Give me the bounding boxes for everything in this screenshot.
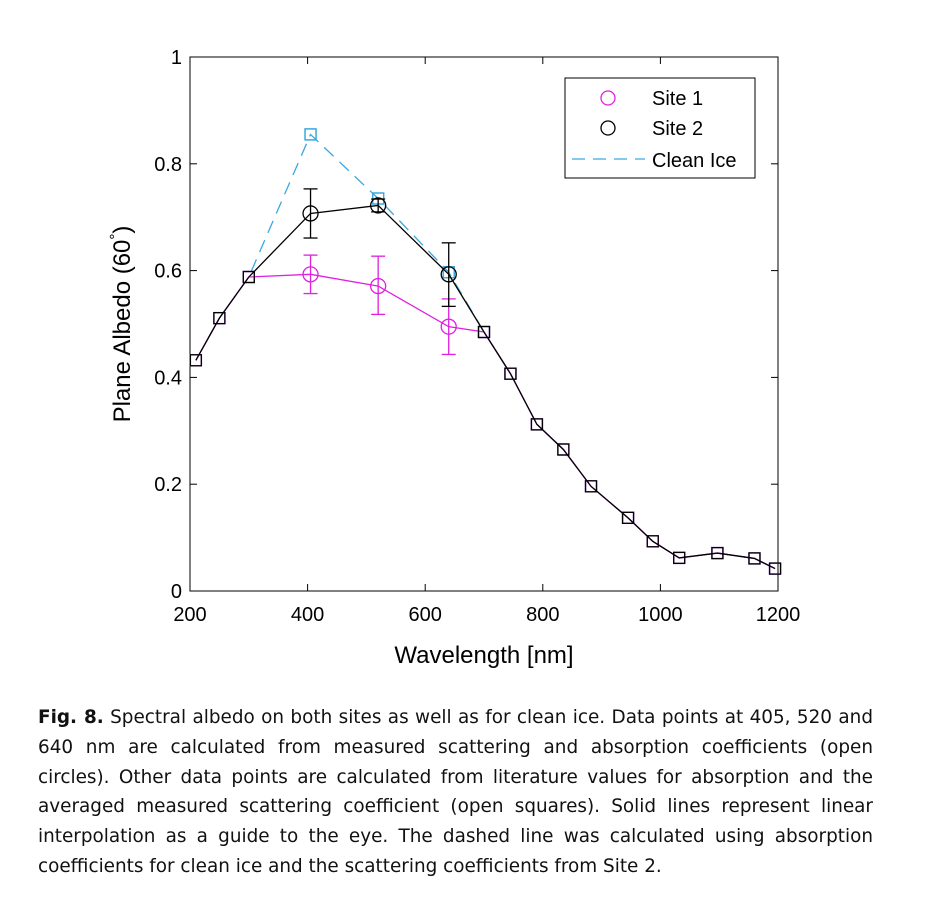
circle-marker xyxy=(440,266,457,283)
y-axis-label: Plane Albedo (60°) xyxy=(107,226,136,423)
y-tick-label: 0 xyxy=(171,581,182,603)
series-layer xyxy=(189,128,782,575)
x-tick-label: 800 xyxy=(526,604,559,626)
x-tick-label: 400 xyxy=(291,604,324,626)
circle-marker xyxy=(440,318,457,335)
x-tick-label: 200 xyxy=(173,604,206,626)
y-tick-label: 0.6 xyxy=(154,261,182,283)
y-tick-label: 0.8 xyxy=(154,154,182,176)
square-marker xyxy=(504,367,517,380)
legend-box xyxy=(564,77,756,179)
square-marker xyxy=(673,551,686,565)
legend-marker-site-2 xyxy=(600,120,616,136)
square-marker xyxy=(213,311,226,325)
caption-label: Fig. 8. xyxy=(38,707,104,728)
y-axis: 0 0.2 0.4 0.6 0.8 1 xyxy=(154,47,778,603)
square-marker xyxy=(748,552,761,565)
square-marker xyxy=(768,562,782,575)
square-marker xyxy=(530,418,544,431)
y-tick-label: 1 xyxy=(171,47,182,69)
square-marker xyxy=(711,546,724,560)
square-marker xyxy=(557,443,570,456)
square-marker xyxy=(584,480,598,493)
legend-label-clean-ice: Clean Ice xyxy=(652,150,737,172)
circle-marker xyxy=(370,277,387,295)
square-marker xyxy=(621,511,635,524)
circle-marker xyxy=(302,205,319,222)
x-tick-label: 600 xyxy=(409,604,442,626)
x-axis-label: Wavelength [nm] xyxy=(394,642,573,669)
y-tick-label: 0.4 xyxy=(154,367,182,389)
legend-label-site-1: Site 1 xyxy=(652,88,703,110)
square-marker xyxy=(242,270,255,284)
circle-marker xyxy=(302,266,319,283)
x-tick-label: 1000 xyxy=(638,604,683,626)
legend-label-site-2: Site 2 xyxy=(652,118,703,140)
square-marker xyxy=(304,128,317,141)
y-tick-label: 0.2 xyxy=(154,474,182,496)
albedo-chart: 200 400 600 800 1000 1200 0 0.2 0.4 0.6 0.8 1 Wave… xyxy=(107,47,800,669)
legend: Site 1 Site 2 Clean Ice xyxy=(564,77,756,179)
series-site-2 xyxy=(189,188,782,575)
series-line-site-2 xyxy=(195,204,776,570)
square-marker xyxy=(189,354,203,367)
x-tick-label: 1200 xyxy=(756,604,801,626)
legend-marker-site-1 xyxy=(600,90,616,106)
x-axis: 200 400 600 800 1000 1200 xyxy=(173,57,800,626)
circle-marker xyxy=(370,197,387,214)
square-marker xyxy=(477,325,491,339)
caption-text: Spectral albedo on both sites as well as… xyxy=(38,707,873,877)
figure-caption: Fig. 8. Spectral albedo on both sites as… xyxy=(38,703,873,882)
square-marker xyxy=(646,535,659,548)
